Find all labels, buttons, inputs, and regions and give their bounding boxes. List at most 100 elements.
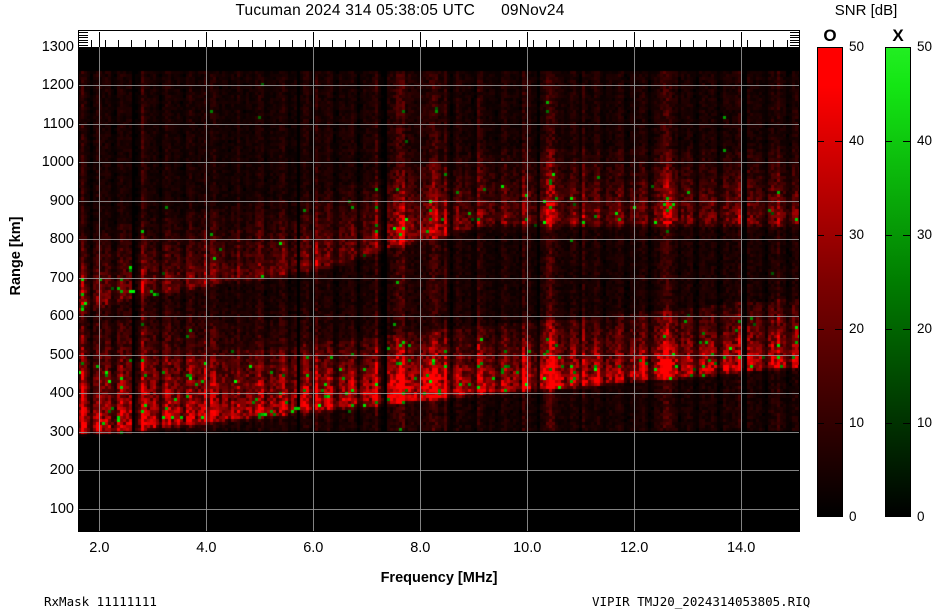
ruler-minor	[747, 40, 748, 47]
ruler-major-4	[206, 32, 207, 47]
colorbar-x-tickmark-left-40	[885, 141, 892, 142]
y-axis-tick-labels: 100 200 300 400 500 600 700 800 900 1000 1100 1200 1…	[0, 0, 74, 614]
ruler-minor	[492, 40, 493, 47]
ruler-minor	[546, 40, 547, 47]
gridline-h-100	[78, 508, 800, 510]
ruler-minor	[172, 40, 173, 47]
x-tick-4.0: 4.0	[196, 540, 217, 556]
colorbar-x-tickmark-20	[903, 329, 910, 330]
ionogram-plot[interactable]	[78, 30, 800, 532]
ruler-minor	[131, 40, 132, 47]
ruler-start-cluster	[79, 45, 88, 46]
ruler-start-cluster	[79, 42, 88, 44]
colorbar-o-tickmark-10	[835, 423, 842, 424]
ruler-major-8	[420, 32, 421, 47]
ruler-minor	[252, 40, 253, 47]
colorbar-o-mode	[817, 47, 843, 517]
title-date-short: 09Nov24	[501, 2, 565, 19]
ruler-minor	[399, 40, 400, 47]
ruler-end-cluster	[790, 42, 799, 44]
ruler-end-cluster	[790, 45, 799, 46]
colorbar-x-tick-20: 20	[917, 321, 932, 336]
x-tick-2.0: 2.0	[89, 540, 110, 556]
ruler-minor	[479, 40, 480, 47]
y-tick-1300: 1300	[41, 39, 74, 55]
gridline-h-600	[78, 316, 800, 318]
ruler-minor	[706, 40, 707, 47]
y-tick-1200: 1200	[41, 77, 74, 94]
colorbar-x-tick-0: 0	[917, 509, 925, 524]
colorbar-o-letter: O	[823, 26, 837, 45]
y-tick-1100: 1100	[42, 115, 74, 132]
colorbar-x-tick-40: 40	[917, 133, 932, 148]
ruler-minor	[279, 40, 280, 47]
colorbar-x-tickmark-40	[903, 141, 910, 142]
ruler-minor	[359, 40, 360, 47]
colorbar-o-tick-40: 40	[849, 133, 865, 148]
ruler-minor	[412, 40, 413, 47]
ruler-minor	[105, 40, 106, 47]
gridline-v-6	[313, 47, 315, 532]
ruler-minor	[292, 40, 293, 47]
x-tick-10.0: 10.0	[513, 540, 542, 556]
y-tick-1000: 1000	[41, 154, 74, 171]
ruler-end-cluster	[790, 32, 799, 33]
colorbar-o-tickmark-30	[835, 235, 842, 236]
gridline-h-800	[78, 239, 800, 241]
y-tick-400: 400	[49, 385, 74, 402]
colorbar-x-tickmark-left-20	[885, 329, 892, 330]
ruler-minor	[506, 40, 507, 47]
colorbar-x-tickmark-left-10	[885, 423, 892, 424]
ruler-end-cluster	[790, 34, 799, 36]
ruler-start-cluster	[79, 34, 88, 36]
plot-gridlines	[78, 30, 800, 532]
ruler-minor	[466, 40, 467, 47]
ruler-minor	[720, 40, 721, 47]
ruler-minor	[212, 40, 213, 47]
ruler-minor	[185, 40, 186, 47]
ruler-minor	[386, 40, 387, 47]
colorbar-o-tick-50: 50	[849, 39, 865, 54]
colorbar-x-tickmark-30	[903, 235, 910, 236]
colorbar-x-letter: X	[892, 26, 904, 45]
ruler-minor	[653, 40, 654, 47]
gridline-h-1200	[78, 85, 800, 87]
colorbar-o-tick-30: 30	[849, 227, 865, 242]
ruler-start-cluster	[79, 37, 88, 39]
colorbar-x-mode	[885, 47, 911, 517]
colorbar-x-labels: 0 10 20 30 40 50	[917, 0, 932, 614]
y-tick-500: 500	[49, 346, 74, 363]
colorbar-x-tickmark-left-30	[885, 235, 892, 236]
ruler-minor	[158, 40, 159, 47]
ruler-start-cluster	[79, 39, 88, 41]
y-tick-800: 800	[49, 231, 74, 248]
ruler-minor	[439, 40, 440, 47]
ruler-minor	[118, 40, 119, 47]
ruler-minor	[225, 40, 226, 47]
ruler-minor	[319, 40, 320, 47]
colorbar-x-tick-10: 10	[917, 415, 932, 430]
ruler-minor	[426, 40, 427, 47]
ruler-minor	[586, 40, 587, 47]
ruler-minor	[533, 40, 534, 47]
colorbar-o-tickmark-40	[835, 141, 842, 142]
colorbar-o-tickmark-left-30	[817, 235, 824, 236]
gridline-h-700	[78, 277, 800, 279]
y-tick-600: 600	[49, 308, 74, 325]
ruler-minor	[345, 40, 346, 47]
ruler-start-cluster	[79, 32, 88, 33]
y-tick-200: 200	[49, 462, 74, 479]
ruler-minor	[145, 40, 146, 47]
gridline-h-200	[78, 470, 800, 472]
title-station-datetime: Tucuman 2024 314 05:38:05 UTC	[235, 2, 476, 19]
ruler-major-12	[634, 32, 635, 47]
ruler-end-cluster	[790, 37, 799, 39]
ruler-minor	[91, 40, 92, 47]
gridline-h-1100	[78, 123, 800, 125]
gridline-v-8	[420, 47, 422, 532]
y-tick-100: 100	[49, 500, 74, 517]
y-tick-700: 700	[49, 269, 74, 286]
ruler-minor	[787, 40, 788, 47]
x-axis-title: Frequency [MHz]	[380, 570, 498, 586]
